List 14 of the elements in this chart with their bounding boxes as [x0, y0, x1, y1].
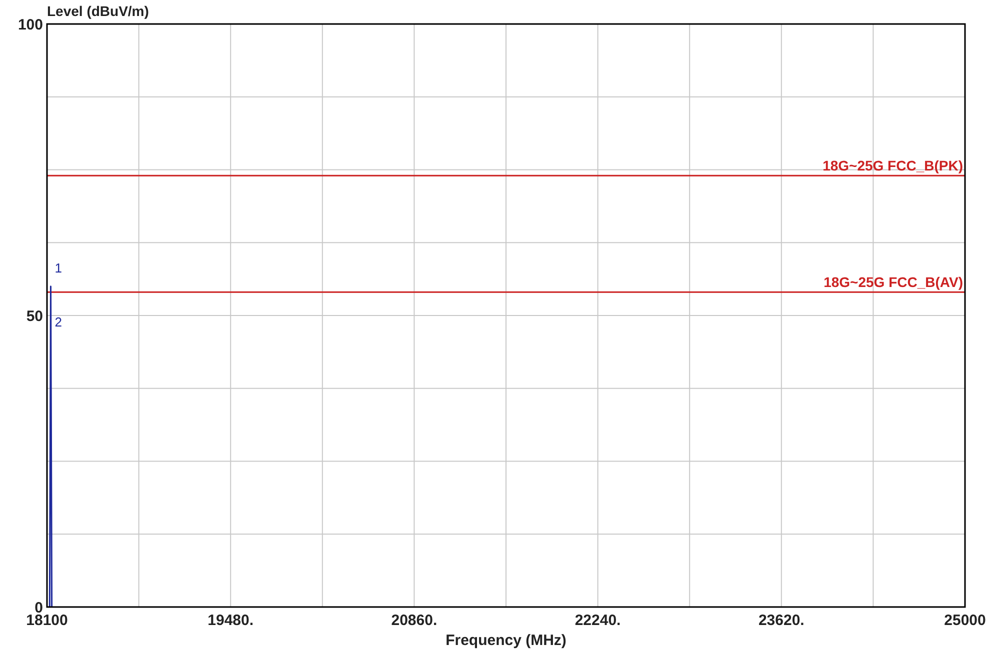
x-axis-title: Frequency (MHz): [446, 632, 566, 649]
x-tick-label: 23620.: [758, 612, 804, 629]
x-tick-label: 18100: [26, 612, 68, 629]
ref-line-label: 18G~25G FCC_B(AV): [824, 274, 963, 290]
annotation: 1: [54, 260, 62, 276]
y-tick-label: 100: [18, 16, 43, 34]
annotation: 2: [54, 314, 62, 330]
y-tick-label: 50: [26, 308, 43, 325]
x-tick-label: 19480.: [208, 612, 254, 629]
x-tick-label: 25000: [944, 612, 986, 629]
x-tick-label: 20860.: [391, 612, 438, 629]
x-tick-label: 22240.: [574, 612, 621, 629]
ref-line-label: 18G~25G FCC_B(PK): [822, 158, 963, 174]
y-axis-title: Level (dBuV/m): [47, 3, 149, 19]
